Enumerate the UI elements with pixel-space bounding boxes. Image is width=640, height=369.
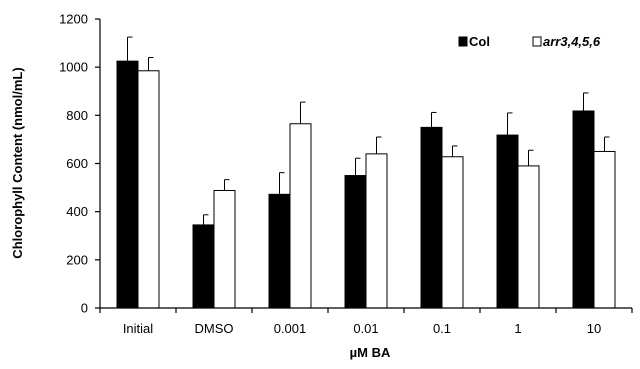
x-tick-label: 1 [514, 321, 521, 336]
y-tick-label: 800 [66, 108, 88, 123]
bar-arr3456 [441, 156, 464, 309]
bar-arr3456 [289, 123, 312, 309]
bar-col [192, 224, 215, 309]
bar-col [572, 110, 595, 309]
legend-label-col: Col [469, 34, 490, 49]
y-tick-label: 600 [66, 156, 88, 171]
x-tick-label: 0.01 [353, 321, 378, 336]
x-tick-label: 0.001 [274, 321, 307, 336]
y-axis-ticks: 0 200 400 600 800 1000 1200 [59, 12, 100, 316]
x-tick-label: 10 [587, 321, 601, 336]
y-tick-label: 0 [81, 301, 88, 316]
bar-arr3456 [365, 153, 388, 309]
bars [116, 60, 616, 309]
legend-label-arr: arr3,4,5,6 [543, 34, 601, 49]
legend-swatch-col [458, 36, 468, 47]
bar-col [496, 134, 519, 309]
bar-col [268, 193, 291, 309]
y-tick-label: 200 [66, 252, 88, 267]
bar-col [116, 60, 139, 309]
bar-arr3456 [213, 189, 236, 309]
bar-col [420, 126, 443, 309]
error-bars [127, 36, 610, 225]
legend-swatch-arr [532, 36, 542, 47]
y-tick-label: 400 [66, 204, 88, 219]
x-tick-label: DMSO [195, 321, 234, 336]
bar-col [344, 175, 367, 309]
x-axis-ticks: Initial DMSO 0.001 0.01 0.1 1 10 [99, 308, 633, 336]
bar-arr3456 [593, 150, 616, 309]
y-tick-label: 1000 [59, 60, 88, 75]
bar-arr3456 [517, 165, 540, 309]
y-axis-title: Chlorophyll Content (nmol/mL) [10, 67, 25, 258]
x-axis-title: µM BA [350, 345, 391, 360]
y-tick-label: 1200 [59, 12, 88, 27]
x-tick-label: 0.1 [433, 321, 451, 336]
bar-arr3456 [137, 70, 160, 309]
legend: Col arr3,4,5,6 [458, 34, 601, 49]
x-tick-label: Initial [123, 321, 153, 336]
